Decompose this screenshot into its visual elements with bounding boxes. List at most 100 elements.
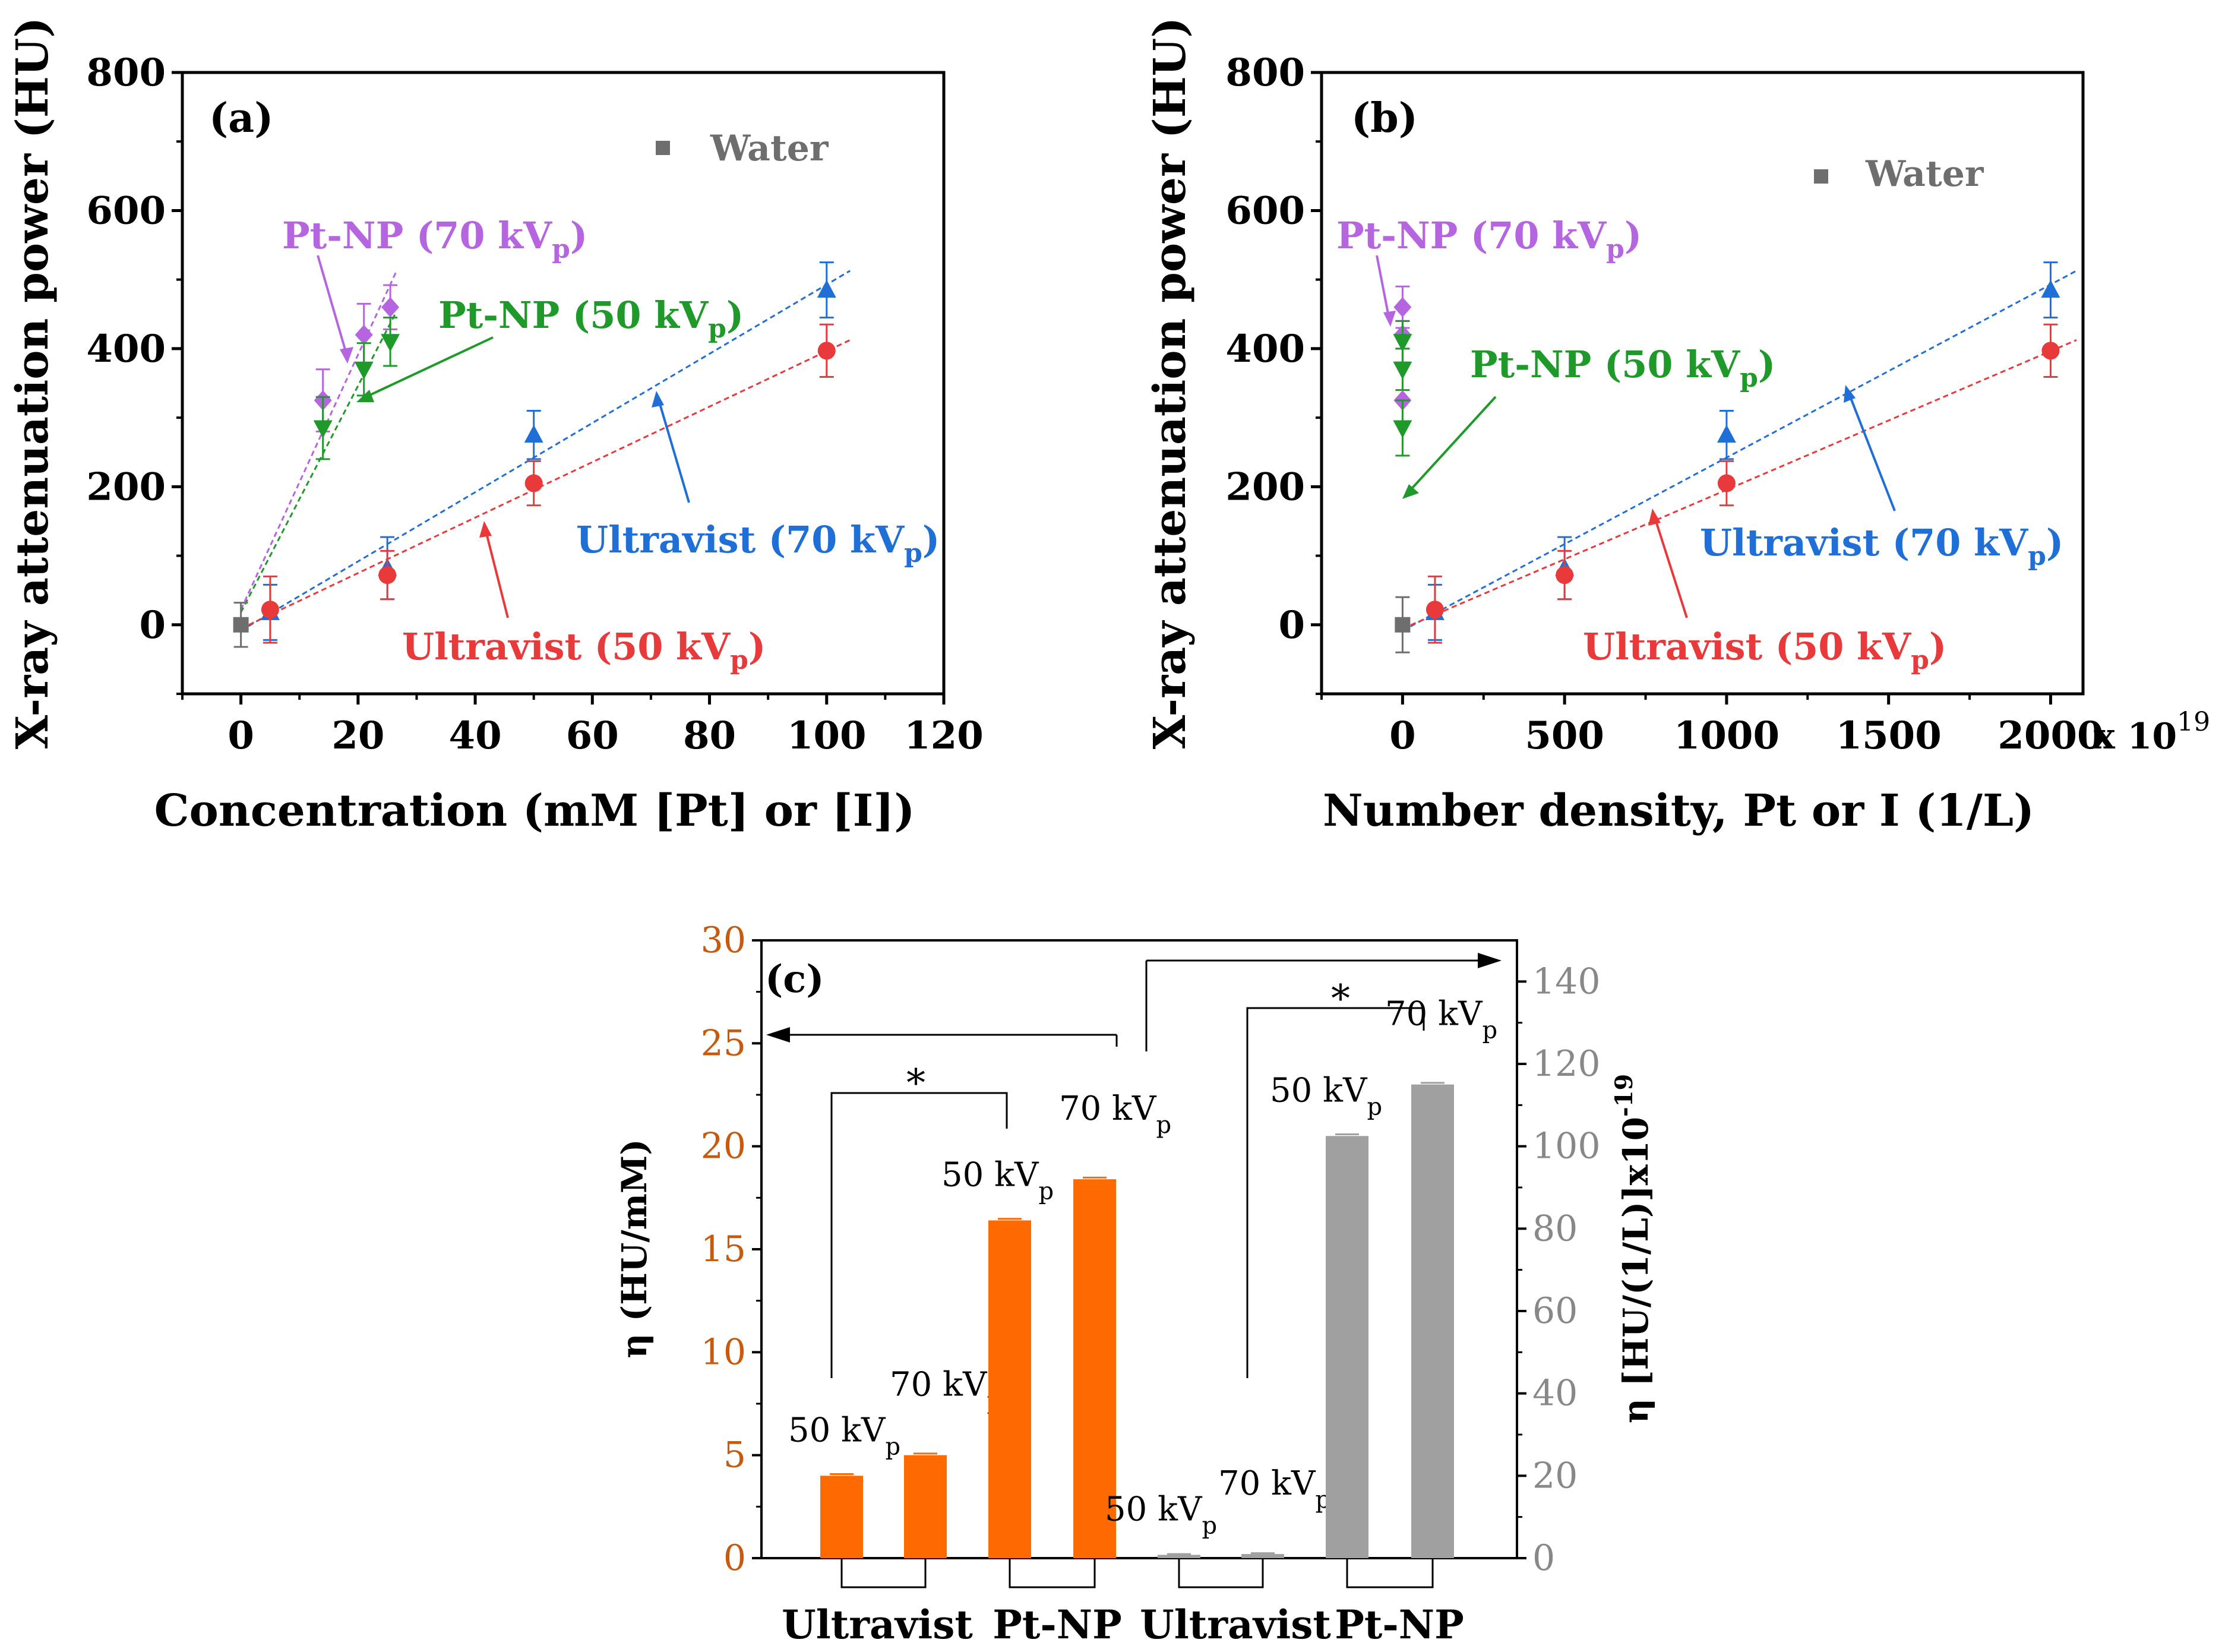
y-right-tick-label: 0 [1532, 1537, 1555, 1579]
fit-line-ultra70 [240, 270, 851, 631]
a-ann-ultra50-sub: p [730, 645, 748, 675]
bar-pt-np-6 [1326, 1136, 1368, 1558]
y-right-tick-label: 120 [1532, 1043, 1601, 1085]
c-right-axis-arrow [1145, 953, 1502, 1051]
point-ultra70 [2041, 280, 2060, 298]
bar-label-sub: p [1038, 1177, 1054, 1205]
bar-label-main: 70 kV [1385, 995, 1483, 1034]
y-right-tick-label: 80 [1532, 1208, 1578, 1249]
bar-label-main: 70 kV [890, 1366, 988, 1404]
a-annotation-ultra50: Ultravist (50 kVp) [402, 521, 766, 675]
x-tick-label: 60 [566, 713, 619, 758]
a-legend-water: Water [710, 128, 829, 169]
c-left-axis-arrow [766, 1027, 1118, 1047]
c-group-label-ptnp-2: Pt-NP [1335, 1602, 1464, 1648]
b-ann-pt70-tail: ) [1624, 214, 1642, 257]
point-ultra50 [1426, 601, 1444, 619]
bar-label-main: 70 kV [1218, 1464, 1316, 1503]
a-x-ticks: 0 20 40 60 80 100 120 [181, 694, 984, 758]
c-y-ticks-left: 0 5 10 15 20 25 30 [701, 920, 761, 1579]
bar-label-main: 50 kV [1270, 1071, 1368, 1110]
point-ultra50 [1556, 566, 1574, 585]
y-tick-label: 800 [86, 50, 166, 95]
bar-label-sub: p [1156, 1111, 1171, 1139]
a-ann-pt50-tail: ) [726, 293, 744, 337]
point-ultra70 [817, 280, 836, 298]
a-ann-pt70-tail: ) [570, 214, 587, 257]
point-pt70 [1393, 297, 1412, 318]
b-ann-pt70-sub: p [1606, 234, 1624, 264]
b-xlabel: Number density, Pt or I (1/L) [1323, 785, 2034, 836]
point-pt70 [381, 297, 400, 318]
bar-label-main: 50 kV [941, 1155, 1039, 1194]
svg-text:Ultravist (50 kVp): Ultravist (50 kVp) [1583, 625, 1946, 675]
b-ann-pt50-sub: p [1740, 363, 1758, 393]
point-ultra50 [378, 566, 397, 585]
b-legend-water-marker [1814, 169, 1828, 184]
y-right-tick-label: 140 [1532, 961, 1601, 1002]
b-legend-water: Water [1865, 153, 1984, 195]
c-ylabel-right-main: η [HU/(1/L)]x10 [1616, 1117, 1656, 1423]
y-right-tick-label: 100 [1532, 1126, 1601, 1167]
a-annotation-ultra70: Ultravist (70 kVp) [576, 391, 940, 568]
panel-b: 0 200 400 600 800 0 500 1000 1500 2000 (b) Water… [1145, 17, 2210, 836]
b-ann-pt50-tail: ) [1758, 343, 1775, 386]
bar-label-main: 50 kV [1105, 1490, 1203, 1528]
y-tick-label: 0 [1278, 603, 1305, 647]
a-ann-ultra70-main: Ultravist (70 kV [576, 518, 905, 561]
b-annotation-pt50: Pt-NP (50 kVp) [1402, 343, 1775, 499]
fit-line-ultra70 [1402, 270, 2077, 631]
b-ann-pt70-main: Pt-NP (70 kV [1336, 214, 1607, 257]
c-panel-label: (c) [765, 957, 824, 1002]
x-tick-label: 0 [1389, 713, 1416, 758]
point-ultra50 [1717, 474, 1736, 492]
point-ultra50 [261, 601, 279, 619]
svg-text:Ultravist (70 kVp): Ultravist (70 kVp) [576, 518, 940, 568]
y-left-tick-label: 5 [723, 1435, 746, 1476]
c-ylabel-left: η (HU/mM) [614, 1139, 655, 1358]
a-legend-water-marker [656, 141, 670, 155]
a-ann-ultra50-tail: ) [748, 625, 766, 668]
a-ann-pt70-main: Pt-NP (70 kV [282, 214, 552, 257]
point-ultra50 [2041, 342, 2060, 360]
x-tick-label: 500 [1525, 713, 1604, 758]
y-left-tick-label: 30 [701, 920, 746, 961]
bar-label-sub: p [1482, 1017, 1497, 1044]
bar-label-sub: p [1202, 1512, 1217, 1539]
a-ann-pt50-sub: p [708, 314, 726, 344]
plot-a-frame [181, 71, 946, 696]
y-left-tick-label: 15 [701, 1228, 746, 1270]
bar-ultravist-4 [1158, 1555, 1200, 1558]
point-ultra70 [524, 425, 543, 443]
x-tick-label: 80 [683, 713, 736, 758]
x-tick-label: 40 [449, 713, 502, 758]
b-ann-ultra50-main: Ultravist (50 kV [1583, 625, 1911, 668]
bar-label: 50 kVp [1105, 1490, 1217, 1539]
point-pt50 [1393, 361, 1412, 380]
y-right-tick-label: 60 [1532, 1290, 1578, 1332]
bar-label: 70 kVp [1385, 995, 1497, 1044]
a-xlabel: Concentration (mM [Pt] or [I]) [154, 785, 915, 836]
a-ann-pt70-sub: p [552, 234, 570, 264]
point-ultra50 [524, 474, 543, 492]
point-ultra50 [817, 342, 836, 360]
point-ultra70 [1717, 425, 1736, 443]
y-left-tick-label: 0 [723, 1537, 746, 1579]
x-tick-label: 1500 [1836, 713, 1942, 758]
bar-label: 70 kVp [1059, 1089, 1171, 1139]
c-y-ticks-right: 0 20 40 60 80 100 120 140 [1517, 961, 1601, 1579]
x-tick-label: 2000 [1997, 713, 2103, 758]
point-pt50 [313, 420, 333, 438]
bar-pt-np-2 [988, 1220, 1031, 1558]
bar-pt-np-7 [1411, 1084, 1454, 1558]
bar-label-sub: p [1367, 1093, 1382, 1120]
b-annotation-ultra50: Ultravist (50 kVp) [1583, 508, 1946, 675]
y-left-tick-label: 25 [701, 1022, 746, 1064]
y-tick-label: 400 [1225, 327, 1305, 371]
x-tick-label: 120 [904, 713, 984, 758]
b-x-multiplier: x 1019 [2094, 707, 2210, 757]
a-fit-lines [240, 270, 851, 631]
